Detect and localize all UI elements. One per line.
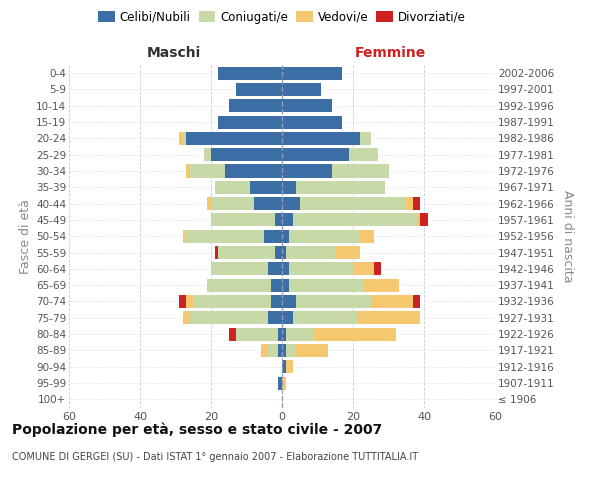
Bar xyxy=(282,132,360,145)
Bar xyxy=(236,328,278,340)
Bar xyxy=(190,312,268,324)
Bar xyxy=(271,295,282,308)
Bar xyxy=(254,197,282,210)
Bar xyxy=(286,328,314,340)
Bar xyxy=(268,312,282,324)
Bar xyxy=(211,197,254,210)
Bar xyxy=(353,262,374,276)
Bar xyxy=(282,230,289,243)
Bar xyxy=(186,164,190,177)
Bar xyxy=(182,230,186,243)
Bar xyxy=(289,230,360,243)
Bar xyxy=(208,197,211,210)
Bar xyxy=(215,181,250,194)
Bar xyxy=(282,214,293,226)
Bar xyxy=(211,262,268,276)
Bar xyxy=(282,376,286,390)
Bar xyxy=(282,328,286,340)
Bar xyxy=(229,99,282,112)
Bar xyxy=(190,164,225,177)
Bar xyxy=(335,246,360,259)
Bar xyxy=(282,312,293,324)
Bar xyxy=(413,197,421,210)
Legend: Celibi/Nubili, Coniugati/e, Vedovi/e, Divorziati/e: Celibi/Nubili, Coniugati/e, Vedovi/e, Di… xyxy=(94,6,470,28)
Bar xyxy=(282,181,296,194)
Bar xyxy=(282,344,286,357)
Bar xyxy=(413,295,421,308)
Bar xyxy=(208,278,271,291)
Bar xyxy=(282,164,332,177)
Bar xyxy=(296,344,328,357)
Bar xyxy=(282,99,332,112)
Bar xyxy=(417,214,421,226)
Bar xyxy=(360,132,371,145)
Bar xyxy=(218,66,282,80)
Text: Maschi: Maschi xyxy=(147,46,201,60)
Text: Femmine: Femmine xyxy=(355,46,425,60)
Bar xyxy=(278,344,282,357)
Bar xyxy=(286,246,335,259)
Bar xyxy=(286,344,296,357)
Bar xyxy=(356,312,421,324)
Bar xyxy=(289,262,353,276)
Bar xyxy=(186,132,282,145)
Bar xyxy=(364,278,399,291)
Bar xyxy=(179,295,186,308)
Bar xyxy=(296,295,371,308)
Bar xyxy=(278,328,282,340)
Bar xyxy=(282,148,349,161)
Bar xyxy=(179,132,182,145)
Bar xyxy=(186,230,264,243)
Bar xyxy=(289,278,364,291)
Bar xyxy=(264,230,282,243)
Bar xyxy=(293,214,417,226)
Bar xyxy=(278,376,282,390)
Bar xyxy=(300,197,406,210)
Bar xyxy=(215,246,218,259)
Bar xyxy=(236,83,282,96)
Bar xyxy=(286,360,293,373)
Bar xyxy=(282,295,296,308)
Text: Popolazione per età, sesso e stato civile - 2007: Popolazione per età, sesso e stato civil… xyxy=(12,422,382,437)
Bar xyxy=(211,148,282,161)
Bar xyxy=(282,262,289,276)
Bar xyxy=(349,148,378,161)
Bar xyxy=(204,148,211,161)
Bar xyxy=(421,214,428,226)
Bar xyxy=(260,344,268,357)
Y-axis label: Fasce di età: Fasce di età xyxy=(19,199,32,274)
Bar xyxy=(293,312,356,324)
Bar xyxy=(332,164,389,177)
Bar xyxy=(268,262,282,276)
Bar xyxy=(360,230,374,243)
Bar xyxy=(186,295,193,308)
Bar xyxy=(271,278,282,291)
Bar xyxy=(193,295,271,308)
Bar xyxy=(282,66,343,80)
Bar xyxy=(314,328,395,340)
Bar xyxy=(282,246,286,259)
Bar xyxy=(229,328,236,340)
Bar xyxy=(225,164,282,177)
Bar xyxy=(282,197,300,210)
Bar xyxy=(268,344,278,357)
Bar xyxy=(218,116,282,128)
Bar xyxy=(374,262,382,276)
Bar xyxy=(182,312,190,324)
Bar xyxy=(275,214,282,226)
Bar xyxy=(371,295,413,308)
Bar xyxy=(218,246,275,259)
Bar xyxy=(250,181,282,194)
Bar xyxy=(296,181,385,194)
Bar xyxy=(282,278,289,291)
Bar xyxy=(282,83,321,96)
Bar xyxy=(275,246,282,259)
Bar xyxy=(406,197,413,210)
Bar xyxy=(182,132,186,145)
Bar xyxy=(211,214,275,226)
Text: COMUNE DI GERGEI (SU) - Dati ISTAT 1° gennaio 2007 - Elaborazione TUTTITALIA.IT: COMUNE DI GERGEI (SU) - Dati ISTAT 1° ge… xyxy=(12,452,418,462)
Bar xyxy=(282,116,343,128)
Bar xyxy=(282,360,286,373)
Y-axis label: Anni di nascita: Anni di nascita xyxy=(561,190,574,282)
